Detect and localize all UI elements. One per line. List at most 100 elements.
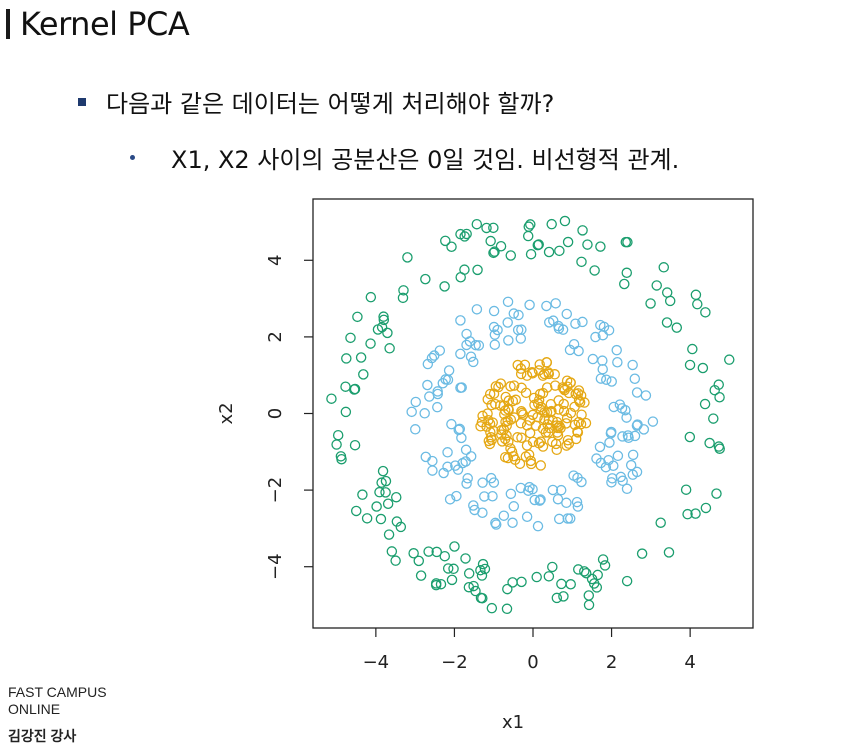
data-point-series-1 — [408, 548, 419, 559]
data-point-series-1 — [378, 311, 389, 322]
x-tick-label: 0 — [527, 652, 538, 673]
data-point-series-2 — [597, 355, 608, 366]
data-point-series-1 — [332, 429, 344, 441]
data-point-series-3 — [476, 416, 488, 428]
data-point-series-1 — [671, 322, 683, 333]
data-point-series-3 — [549, 369, 560, 380]
data-point-series-1 — [357, 489, 368, 500]
data-point-series-2 — [490, 517, 501, 529]
data-point-series-1 — [559, 215, 571, 227]
data-point-series-2 — [427, 465, 438, 476]
data-point-series-1 — [365, 338, 376, 349]
data-point-series-1 — [495, 240, 507, 252]
data-point-series-2 — [516, 324, 527, 335]
data-point-series-1 — [588, 578, 600, 589]
data-point-series-3 — [516, 406, 527, 417]
data-point-series-1 — [533, 239, 544, 250]
data-point-series-1 — [341, 353, 352, 364]
data-point-series-1 — [711, 488, 722, 499]
data-point-series-3 — [503, 395, 515, 406]
data-point-series-1 — [621, 575, 633, 587]
data-point-series-1 — [554, 245, 565, 257]
data-point-series-1 — [636, 548, 648, 559]
data-point-series-3 — [547, 415, 558, 426]
data-point-series-3 — [541, 357, 552, 368]
data-point-series-2 — [505, 488, 517, 500]
data-point-series-2 — [601, 374, 612, 385]
data-point-series-2 — [627, 469, 639, 480]
data-point-series-2 — [535, 494, 546, 505]
data-point-series-1 — [402, 252, 413, 263]
bullet-level1-text: 다음과 같은 데이터는 어떻게 처리해야 할까? — [106, 90, 555, 118]
data-point-series-1 — [340, 406, 352, 418]
data-point-series-2 — [442, 447, 453, 458]
data-point-series-1 — [442, 563, 454, 574]
data-point-series-1 — [682, 508, 693, 520]
data-point-series-2 — [420, 451, 432, 463]
data-point-series-1 — [700, 502, 712, 514]
data-point-series-1 — [621, 267, 633, 279]
data-point-series-1 — [371, 501, 382, 512]
data-point-series-3 — [509, 412, 520, 423]
data-point-series-3 — [495, 378, 507, 389]
data-point-series-2 — [595, 373, 607, 384]
data-point-series-1 — [350, 505, 362, 517]
data-point-series-1 — [595, 241, 606, 252]
data-point-series-1 — [704, 437, 715, 449]
data-point-series-2 — [410, 396, 422, 408]
data-point-series-1 — [472, 264, 483, 276]
data-point-series-1 — [358, 369, 369, 380]
data-point-series-1 — [395, 521, 407, 533]
data-point-series-2 — [485, 472, 497, 484]
x-tick-label: 4 — [684, 652, 695, 673]
data-point-series-1 — [577, 225, 588, 236]
data-point-series-3 — [508, 380, 520, 391]
data-point-series-3 — [561, 440, 572, 451]
data-point-series-1 — [446, 241, 457, 253]
footer-line2: ONLINE — [8, 701, 61, 717]
data-point-series-1 — [663, 547, 675, 558]
data-point-series-1 — [724, 354, 735, 365]
data-point-series-2 — [570, 318, 581, 329]
data-point-series-2 — [462, 473, 473, 484]
data-point-series-1 — [697, 362, 709, 374]
data-point-series-3 — [579, 397, 590, 408]
data-point-series-1 — [361, 513, 373, 524]
data-point-series-1 — [376, 321, 388, 333]
data-point-series-2 — [443, 365, 455, 376]
data-point-series-2 — [590, 331, 601, 343]
data-point-series-1 — [684, 431, 696, 443]
data-point-series-1 — [502, 583, 513, 595]
data-point-series-3 — [515, 418, 527, 429]
data-point-series-2 — [521, 511, 533, 523]
data-point-series-1 — [378, 314, 390, 326]
data-point-series-1 — [680, 484, 692, 495]
data-point-series-3 — [537, 441, 549, 452]
data-point-series-3 — [482, 408, 493, 419]
data-point-series-1 — [516, 576, 527, 588]
data-point-series-2 — [604, 437, 615, 448]
data-point-series-3 — [515, 368, 527, 380]
data-point-series-3 — [516, 432, 527, 443]
data-point-series-1 — [397, 292, 409, 304]
data-point-series-1 — [380, 487, 391, 498]
data-point-series-2 — [455, 348, 466, 360]
data-point-series-2 — [424, 391, 435, 402]
data-point-series-2 — [606, 376, 617, 387]
data-point-series-2 — [444, 494, 456, 505]
data-point-series-1 — [374, 486, 385, 498]
data-point-series-1 — [655, 517, 666, 528]
data-point-series-3 — [558, 398, 569, 410]
data-point-series-3 — [535, 436, 546, 447]
data-point-series-1 — [576, 256, 587, 268]
data-point-series-2 — [451, 490, 462, 502]
data-point-series-3 — [515, 363, 527, 374]
data-point-series-3 — [496, 436, 508, 447]
data-point-series-1 — [713, 441, 725, 452]
data-point-series-2 — [468, 356, 479, 368]
data-point-series-1 — [592, 569, 603, 581]
data-point-series-1 — [382, 498, 394, 509]
data-point-series-2 — [621, 412, 632, 423]
data-point-series-1 — [579, 566, 590, 577]
data-point-series-3 — [558, 405, 570, 417]
